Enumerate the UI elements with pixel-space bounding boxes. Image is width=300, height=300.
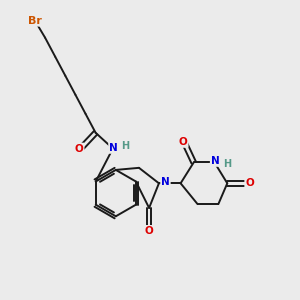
Text: O: O: [145, 226, 154, 236]
Text: N: N: [161, 177, 170, 187]
Text: O: O: [75, 143, 84, 154]
Text: N: N: [211, 156, 220, 166]
Text: H: H: [223, 159, 231, 169]
Text: Br: Br: [28, 16, 42, 26]
Text: O: O: [179, 137, 188, 147]
Text: H: H: [121, 140, 129, 151]
Text: O: O: [245, 178, 254, 188]
Text: N: N: [109, 143, 118, 153]
